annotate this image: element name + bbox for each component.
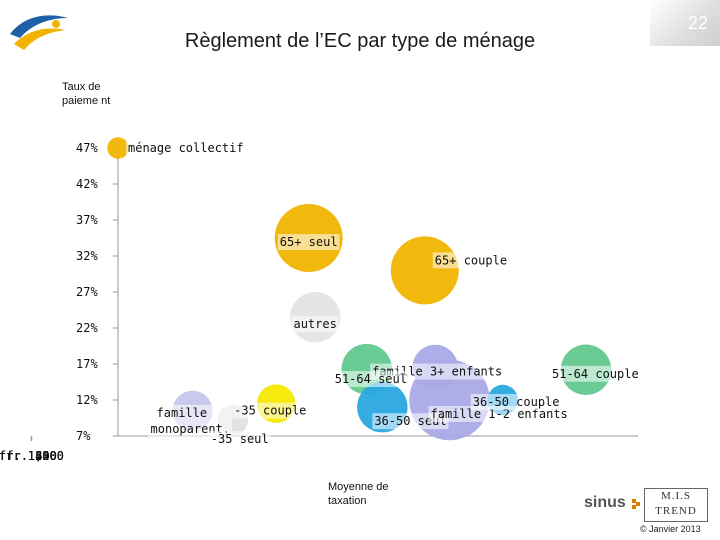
y-tick-label: 27% <box>76 285 98 299</box>
x-tick-label: fr. 1,200 <box>0 449 64 463</box>
sinus-dots-icon <box>632 499 640 509</box>
point-label: autres <box>293 317 336 331</box>
wave-logo <box>10 15 68 50</box>
point-label: 65+ couple <box>435 253 507 267</box>
point-label-background <box>432 252 510 269</box>
x-tick-label: fr. 200 <box>6 449 57 463</box>
x-tick-label: fr. 1,400 <box>0 449 64 463</box>
point-label: famille 1-2 enfants <box>431 407 568 421</box>
y-tick-label: 47% <box>76 141 98 155</box>
point-label-background <box>332 371 409 388</box>
y-tick-label: 22% <box>76 321 98 335</box>
point-label: ménage collectif <box>128 141 244 155</box>
point-label-background <box>208 431 271 448</box>
mis-logo-line1: M.I.S <box>660 490 692 502</box>
x-tick-label: fr. 1,000 <box>0 449 64 463</box>
point-label-background <box>291 316 339 333</box>
y-tick-label: 12% <box>76 393 98 407</box>
point-label: 36-50 couple <box>473 395 560 409</box>
point-label: 65+ seul <box>280 235 338 249</box>
x-tick-label: fr. 400 <box>6 449 57 463</box>
bubble-65-couple <box>390 236 459 305</box>
point-label-background <box>470 394 562 410</box>
point-label-background <box>550 365 641 382</box>
page-number: 22 <box>650 0 720 46</box>
point-label: 51-64 seul <box>335 372 407 386</box>
point-label: -35 couple <box>234 404 306 418</box>
bubble-m-nage-collectif <box>107 137 129 159</box>
y-tick-label: 17% <box>76 357 98 371</box>
point-label-background <box>232 402 309 419</box>
y-tick-label: 42% <box>76 177 98 191</box>
y-tick-label: 37% <box>76 213 98 227</box>
x-tick-label: fr. 800 <box>6 449 57 463</box>
point-label: 51-64 couple <box>552 367 639 381</box>
x-axis-label: Moyenne de taxation <box>328 481 389 507</box>
point-label-background <box>277 234 340 250</box>
sinus-logo: sinus <box>584 494 626 511</box>
mis-trend-logo: M.I.S TREND <box>644 488 708 522</box>
page-title: Règlement de l’EC par type de ménage <box>184 30 536 52</box>
copyright-text: © Janvier 2013 <box>640 524 701 534</box>
y-axis-label: Taux de paieme nt <box>62 81 111 107</box>
y-tick-label: 7% <box>76 429 91 443</box>
y-tick-label: 32% <box>76 249 98 263</box>
point-label-background <box>126 140 246 156</box>
point-label: -35 seul <box>211 432 269 446</box>
mis-logo-line2: TREND <box>655 505 697 517</box>
x-tick-label: fr. 600 <box>6 449 57 463</box>
